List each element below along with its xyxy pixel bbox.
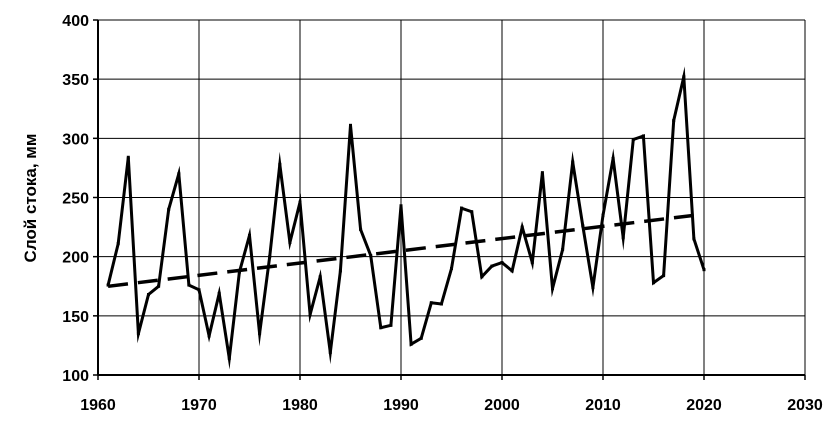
data-point-1996 <box>460 206 464 210</box>
data-point-2018 <box>682 75 686 79</box>
data-point-2012 <box>621 236 625 240</box>
data-point-2016 <box>662 274 666 278</box>
data-point-1984 <box>338 269 342 273</box>
data-point-2004 <box>540 171 544 175</box>
data-point-2001 <box>510 269 514 273</box>
data-point-2015 <box>652 281 655 285</box>
x-tick-label-1980: 1980 <box>282 397 318 414</box>
data-point-1995 <box>450 267 453 270</box>
trend-line <box>107 212 705 289</box>
data-point-1972 <box>217 291 221 295</box>
data-point-1998 <box>480 275 484 279</box>
data-point-1978 <box>278 162 282 166</box>
data-point-1970 <box>197 288 201 292</box>
data-point-1994 <box>439 302 443 306</box>
data-point-1971 <box>207 334 211 338</box>
y-axis-label: Слой стока, мм <box>21 134 40 263</box>
y-tick-label-300: 300 <box>62 131 89 148</box>
data-point-2017 <box>672 119 676 123</box>
x-tick-label-1970: 1970 <box>181 397 217 414</box>
axes <box>93 19 806 380</box>
data-point-1983 <box>328 351 332 355</box>
y-tick-label-400: 400 <box>62 13 89 30</box>
data-point-1986 <box>359 227 363 231</box>
data-point-2014 <box>641 134 645 138</box>
data-point-2005 <box>551 287 554 291</box>
data-point-1981 <box>308 313 312 317</box>
data-point-1985 <box>349 123 352 127</box>
data-point-2019 <box>692 237 696 241</box>
x-tick-label-2020: 2020 <box>686 397 722 414</box>
grid <box>97 19 806 376</box>
data-point-2013 <box>631 138 635 142</box>
data-point-1963 <box>126 155 130 159</box>
data-point-1989 <box>389 323 393 327</box>
data-point-1962 <box>116 242 120 246</box>
data-point-1987 <box>369 253 373 257</box>
data-point-1992 <box>419 336 423 340</box>
y-tick-label-100: 100 <box>62 368 89 385</box>
runoff-series-line <box>106 66 706 370</box>
data-point-2020 <box>702 268 706 272</box>
data-point-2000 <box>500 261 504 265</box>
data-point-1975 <box>248 233 251 237</box>
x-tick-label-1990: 1990 <box>383 397 419 414</box>
data-point-1968 <box>177 172 181 176</box>
data-point-1965 <box>147 293 150 297</box>
data-point-1980 <box>298 200 302 204</box>
data-point-1991 <box>409 342 413 346</box>
y-tick-label-150: 150 <box>62 309 89 326</box>
x-tick-label-2010: 2010 <box>585 397 621 414</box>
x-tick-label-2030: 2030 <box>787 397 823 414</box>
data-point-2006 <box>561 248 565 252</box>
data-point-1969 <box>187 283 191 287</box>
data-point-2002 <box>520 225 524 229</box>
data-point-2007 <box>571 160 575 164</box>
data-point-1988 <box>379 326 383 330</box>
data-point-1982 <box>318 275 322 279</box>
y-tick-label-350: 350 <box>62 72 89 89</box>
tick-labels: 100 150 200 250 300 350 400 1960 1970 1980 1990 200… <box>62 13 823 414</box>
y-tick-label-200: 200 <box>62 250 89 267</box>
data-point-1997 <box>470 210 474 214</box>
series <box>106 66 706 370</box>
data-point-1993 <box>429 301 433 305</box>
data-point-1977 <box>268 255 272 259</box>
data-point-1990 <box>399 204 403 208</box>
data-point-2010 <box>601 213 605 217</box>
x-tick-label-2000: 2000 <box>484 397 520 414</box>
data-point-1964 <box>136 332 140 336</box>
data-point-2008 <box>581 224 585 228</box>
data-point-1976 <box>258 332 262 336</box>
data-point-1999 <box>490 264 494 268</box>
data-point-2009 <box>591 285 595 289</box>
data-point-2003 <box>530 261 534 265</box>
data-point-1973 <box>227 356 231 360</box>
data-point-1967 <box>167 207 171 211</box>
data-point-1966 <box>157 284 161 288</box>
y-tick-label-250: 250 <box>62 191 89 208</box>
x-tick-label-1960: 1960 <box>80 397 116 414</box>
data-point-1979 <box>288 240 292 244</box>
data-point-2011 <box>611 156 615 160</box>
